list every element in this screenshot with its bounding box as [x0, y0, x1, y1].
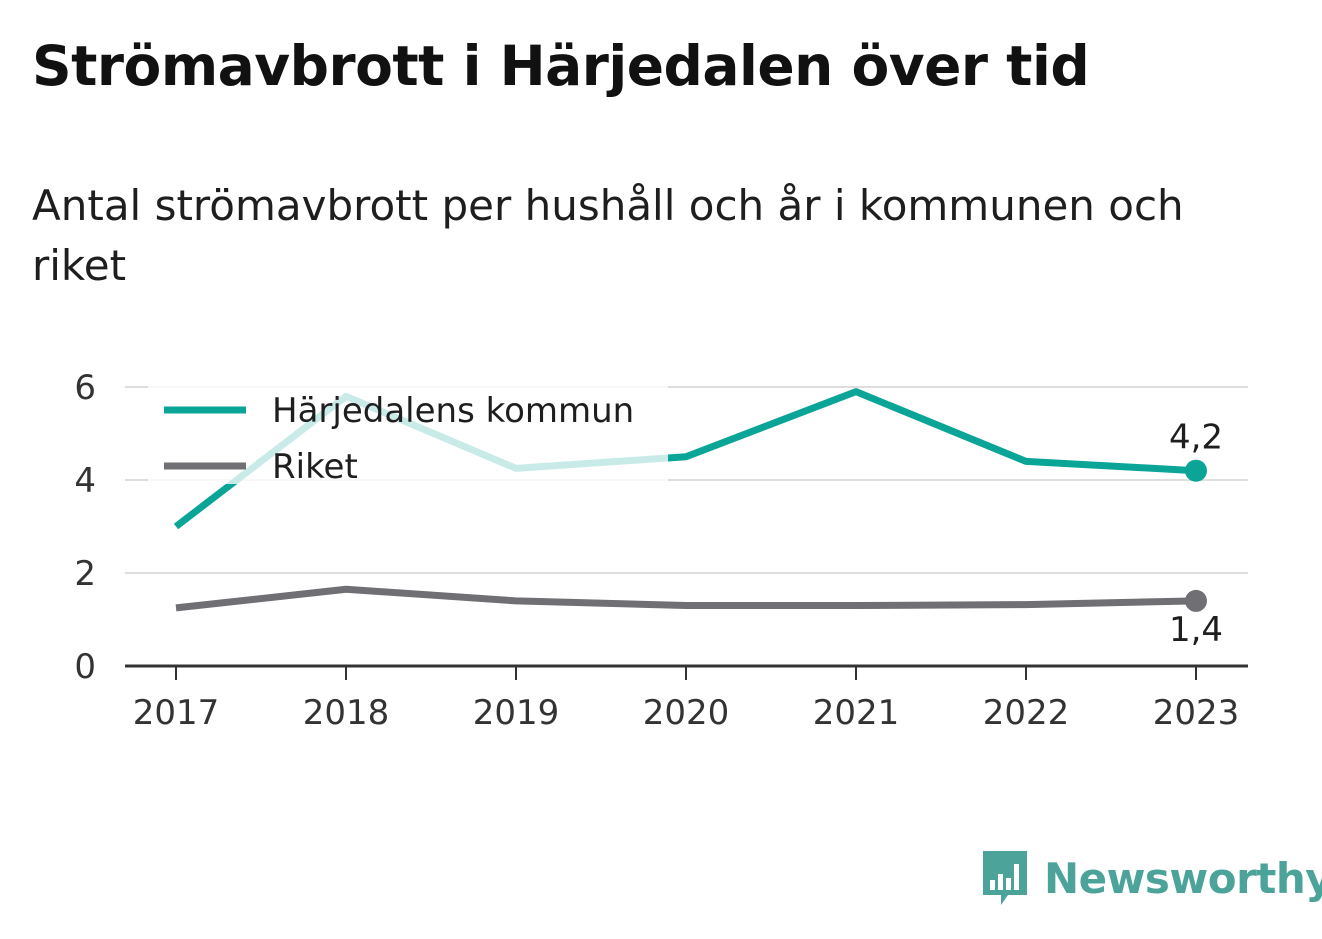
brand-logo: Newsworthy	[980, 848, 1322, 908]
x-tick-label: 2023	[1153, 693, 1240, 733]
x-tick-label: 2018	[303, 693, 390, 733]
y-tick-label: 2	[74, 554, 96, 594]
legend-label: Riket	[272, 447, 358, 487]
chart-title: Strömavbrott i Härjedalen över tid	[32, 34, 1090, 98]
y-tick-label: 4	[74, 461, 96, 501]
end-value-label: 4,2	[1169, 418, 1223, 458]
end-labels: 4,2 1,4	[1169, 418, 1223, 650]
newsworthy-logo-icon	[983, 851, 1027, 905]
end-point-marker	[1185, 459, 1207, 482]
y-axis-ticks: 0 2 4 6	[74, 368, 96, 687]
x-tick-label: 2020	[643, 693, 730, 733]
x-tick-label: 2021	[813, 693, 900, 733]
y-tick-label: 6	[74, 368, 96, 408]
chart-subtitle: Antal strömavbrott per hushåll och år i …	[32, 181, 1184, 290]
x-axis: 2017 2018 2019 2020 2021 2022 2023	[125, 664, 1248, 733]
x-tick-label: 2022	[983, 693, 1070, 733]
y-tick-label: 0	[74, 647, 96, 687]
legend-label: Härjedalens kommun	[272, 391, 634, 431]
line-chart: 0 2 4 6 2017 2018 2019 2020 2021 2022 2023 Härjed…	[74, 368, 1248, 733]
end-point-marker	[1185, 589, 1207, 612]
x-tick-label: 2019	[473, 693, 560, 733]
x-tick-label: 2017	[133, 693, 220, 733]
brand-name: Newsworthy	[1044, 853, 1322, 903]
series-line	[175, 585, 1197, 612]
legend: Härjedalens kommun Riket	[148, 384, 668, 487]
end-value-label: 1,4	[1169, 610, 1223, 650]
